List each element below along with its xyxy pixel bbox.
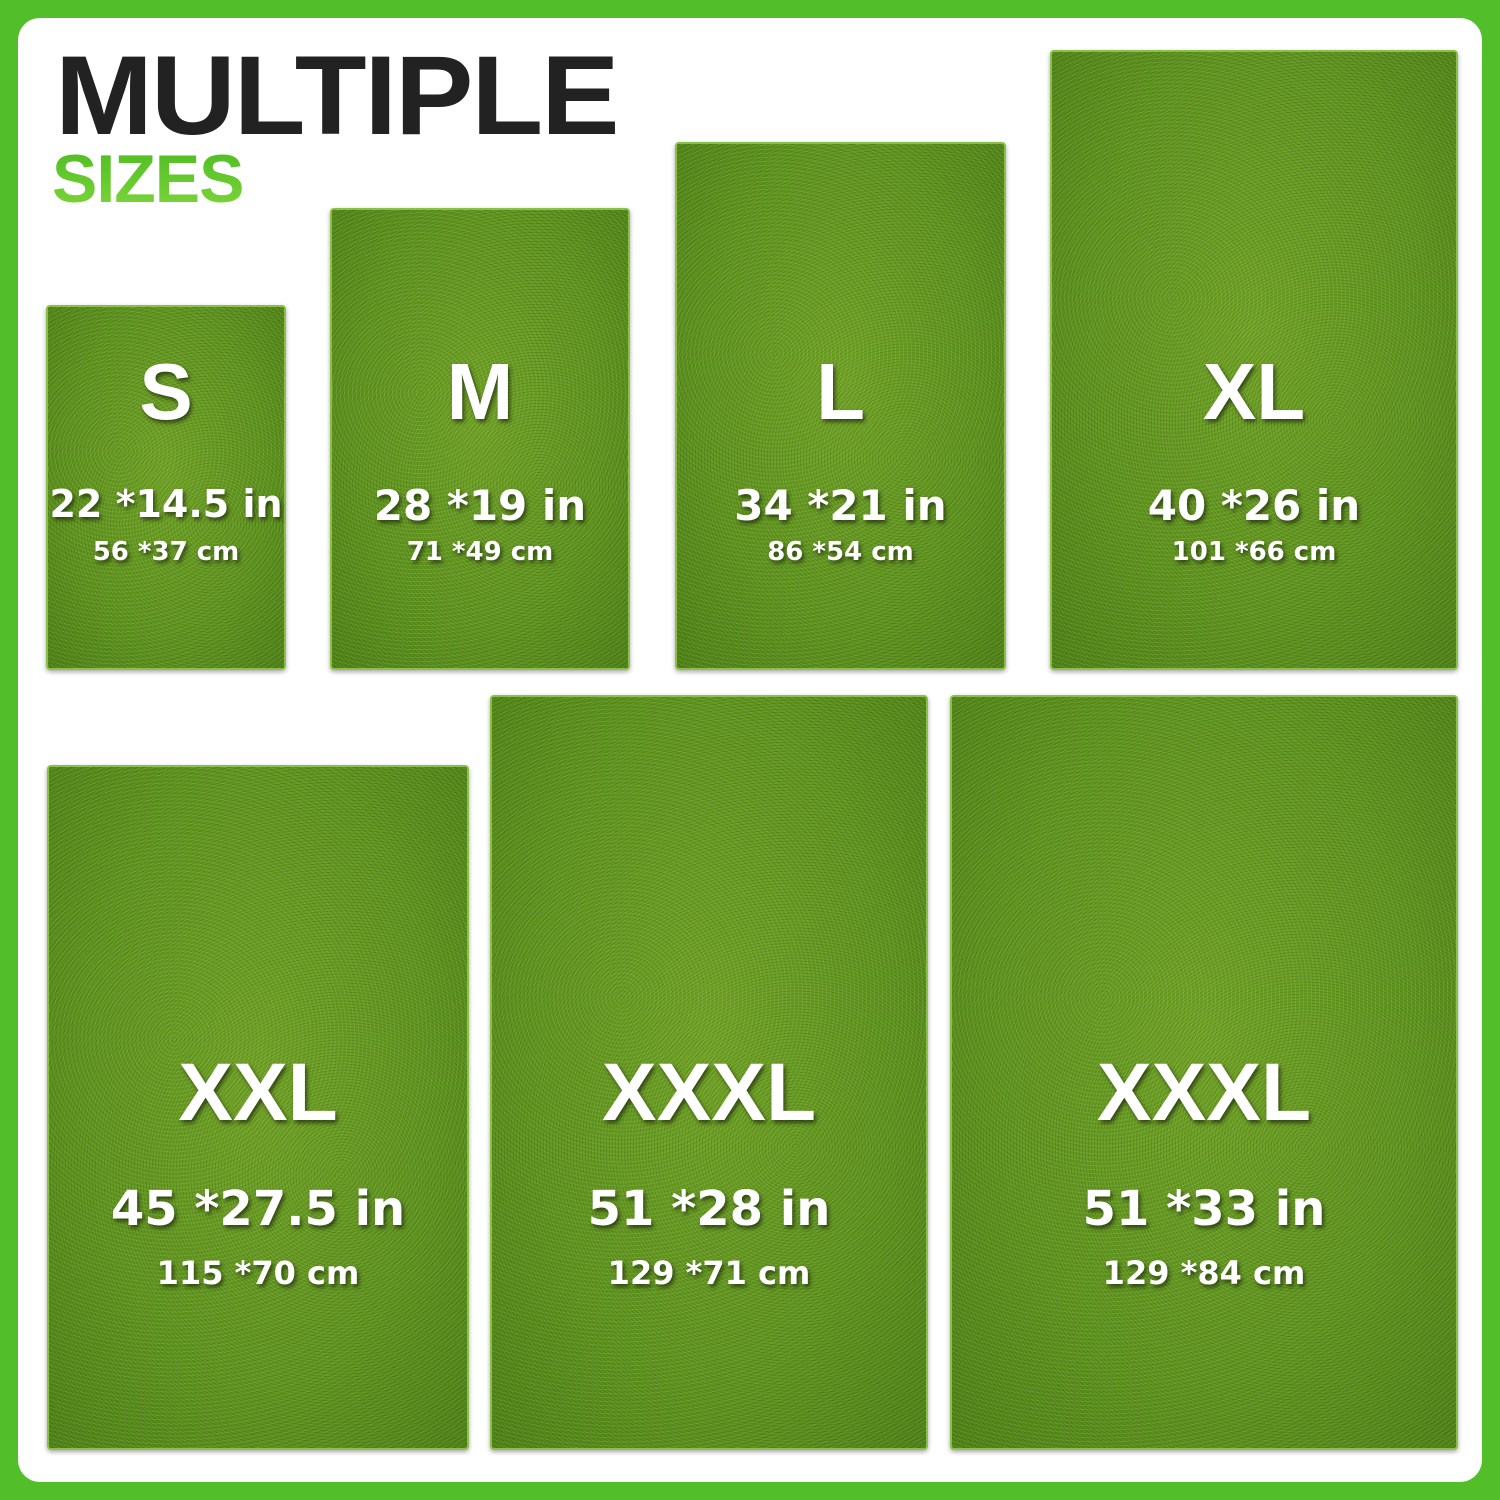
size-cm: 101 *66 cm [1171, 537, 1337, 567]
size-cm: 56 *37 cm [92, 537, 240, 567]
size-tile-s: S 22 *14.5 in 56 *37 cm [46, 305, 286, 670]
size-cm: 86 *54 cm [767, 537, 914, 567]
size-tile-xl: XL 40 *26 in 101 *66 cm [1050, 50, 1458, 670]
size-inches: 40 *26 in [1147, 481, 1361, 530]
size-cm: 71 *49 cm [406, 537, 554, 567]
size-cm: 129 *84 cm [1102, 1254, 1306, 1292]
size-inches: 51 *28 in [587, 1181, 831, 1237]
size-cm: 129 *71 cm [607, 1254, 811, 1292]
size-tile-xxxl: XXXL 51 *28 in 129 *71 cm [490, 695, 928, 1450]
size-label: XXXL [1096, 1047, 1312, 1138]
size-inches: 28 *19 in [373, 481, 587, 530]
size-label: S [139, 347, 193, 436]
size-inches: 34 *21 in [734, 481, 947, 530]
size-tile-m: M 28 *19 in 71 *49 cm [330, 208, 630, 670]
size-tile-l: L 34 *21 in 86 *54 cm [675, 142, 1006, 670]
size-label: XXXL [601, 1047, 817, 1138]
size-inches: 22 *14.5 in [49, 482, 283, 526]
size-label: L [816, 347, 865, 436]
size-inches: 51 *33 in [1082, 1181, 1326, 1237]
heading-sizes: SIZES [52, 141, 244, 217]
size-label: XL [1202, 347, 1306, 436]
size-label: XXL [178, 1047, 338, 1138]
size-label: M [446, 347, 514, 436]
heading-multiple: MULTIPLE [55, 33, 620, 158]
size-tile-xxl: XXL 45 *27.5 in 115 *70 cm [47, 765, 469, 1450]
size-tile-xxxl-wide: XXXL 51 *33 in 129 *84 cm [950, 695, 1458, 1450]
size-cm: 115 *70 cm [156, 1254, 360, 1292]
size-inches: 45 *27.5 in [110, 1181, 406, 1237]
